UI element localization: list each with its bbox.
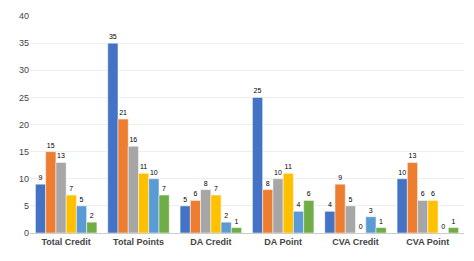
svg-text:6: 6	[307, 190, 311, 197]
svg-text:30: 30	[19, 65, 29, 75]
svg-text:35: 35	[109, 33, 117, 40]
svg-text:25: 25	[254, 87, 262, 94]
svg-text:15: 15	[47, 142, 55, 149]
svg-text:3: 3	[369, 207, 373, 214]
svg-text:13: 13	[409, 152, 417, 159]
svg-text:7: 7	[214, 185, 218, 192]
svg-text:0: 0	[359, 223, 363, 230]
svg-text:1: 1	[379, 218, 383, 225]
svg-text:13: 13	[57, 152, 65, 159]
svg-text:8: 8	[204, 180, 208, 187]
svg-text:40: 40	[19, 11, 29, 21]
svg-text:5: 5	[183, 196, 187, 203]
svg-text:20: 20	[19, 120, 29, 130]
svg-text:0: 0	[441, 223, 445, 230]
svg-text:15: 15	[19, 147, 29, 157]
svg-text:DA Point: DA Point	[264, 237, 302, 247]
svg-text:4: 4	[297, 201, 301, 208]
svg-text:10: 10	[274, 169, 282, 176]
svg-text:Total Credit: Total Credit	[41, 237, 90, 247]
svg-text:5: 5	[348, 196, 352, 203]
svg-text:21: 21	[119, 109, 127, 116]
svg-text:CVA Point: CVA Point	[406, 237, 449, 247]
svg-text:6: 6	[193, 190, 197, 197]
svg-text:6: 6	[431, 190, 435, 197]
svg-text:10: 10	[19, 174, 29, 184]
svg-text:1: 1	[234, 218, 238, 225]
svg-text:CVA Credit: CVA Credit	[332, 237, 379, 247]
svg-text:Total Points: Total Points	[113, 237, 164, 247]
svg-text:25: 25	[19, 93, 29, 103]
svg-text:6: 6	[421, 190, 425, 197]
svg-text:5: 5	[80, 196, 84, 203]
svg-text:11: 11	[140, 163, 147, 170]
svg-text:2: 2	[90, 212, 94, 219]
svg-text:7: 7	[162, 185, 166, 192]
svg-text:8: 8	[266, 180, 270, 187]
svg-text:9: 9	[39, 174, 43, 181]
svg-text:2: 2	[224, 212, 228, 219]
svg-text:9: 9	[338, 174, 342, 181]
svg-text:7: 7	[69, 185, 73, 192]
svg-text:5: 5	[24, 201, 29, 211]
svg-text:16: 16	[129, 136, 137, 143]
svg-text:4: 4	[328, 201, 332, 208]
svg-text:10: 10	[150, 169, 158, 176]
svg-text:10: 10	[398, 169, 406, 176]
svg-text:1: 1	[451, 218, 455, 225]
svg-text:35: 35	[19, 38, 29, 48]
svg-text:DA Credit: DA Credit	[190, 237, 231, 247]
svg-text:11: 11	[285, 163, 292, 170]
svg-text:0: 0	[24, 228, 29, 238]
